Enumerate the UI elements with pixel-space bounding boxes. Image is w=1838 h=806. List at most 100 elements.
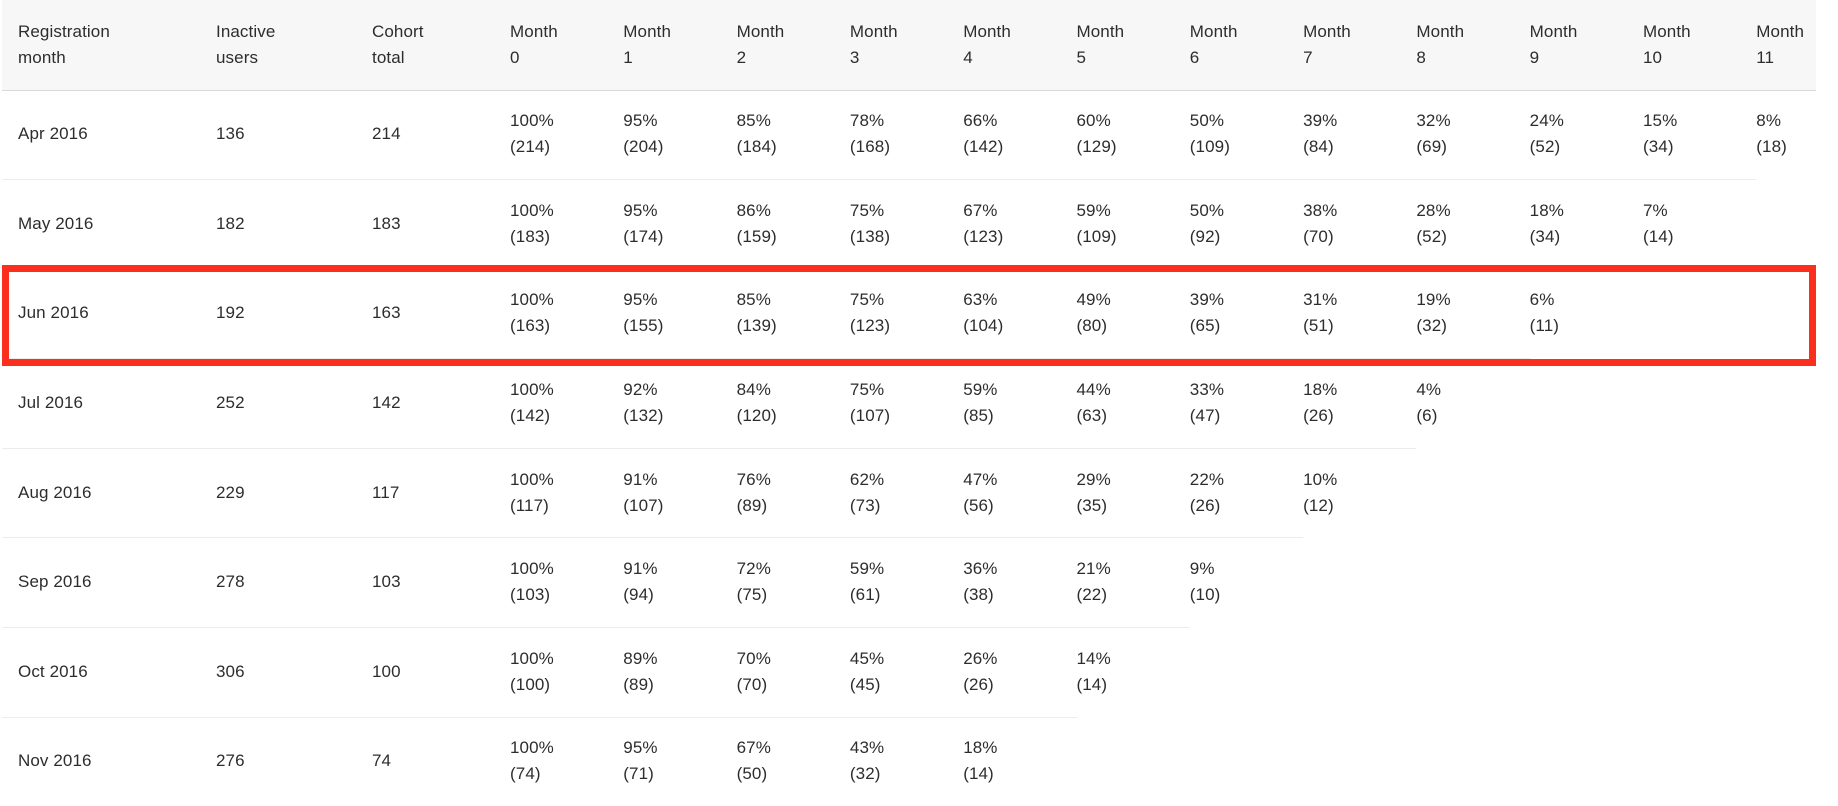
row-divider xyxy=(2,179,1757,181)
month-cell: 62% (73) xyxy=(849,469,885,515)
inactive-users-cell: 252 xyxy=(216,393,245,413)
month-cell: 72% (75) xyxy=(736,559,771,605)
month-cell: 39% (84) xyxy=(1303,111,1338,157)
cohort-total-cell: 103 xyxy=(372,572,401,592)
month-cell: 38% (70) xyxy=(1303,200,1338,246)
month-cell: 84% (120) xyxy=(736,380,777,426)
month-cell: 60% (129) xyxy=(1076,111,1117,157)
reg-month-cell: Oct 2016 xyxy=(18,661,88,681)
cohort-total-cell: 214 xyxy=(372,124,401,144)
month-cell: 75% (123) xyxy=(849,290,891,336)
table-row: Jun 2016 192 163 100% (163) 95% (155) 85% (13… xyxy=(2,268,1816,359)
month-cell: 43% (32) xyxy=(849,738,885,784)
month-cell: 49% (80) xyxy=(1076,290,1111,336)
table-row: Aug 2016 229 117 100% (117) 91% (107) 76% (89… xyxy=(2,447,1816,538)
table-row: Oct 2016 306 100 100% (100) 89% (89) 70% (70)… xyxy=(2,627,1816,717)
month-cell: 32% (69) xyxy=(1416,111,1451,157)
month-cell: 47% (56) xyxy=(963,469,998,515)
month-cell: 9% (10) xyxy=(1189,559,1221,605)
row-divider xyxy=(2,716,1077,718)
month-cell: 75% (138) xyxy=(849,200,891,246)
month-cell: 85% (139) xyxy=(736,290,777,336)
table-row: Jul 2016 252 142 100% (142) 92% (132) 84% (12… xyxy=(2,358,1816,448)
month-cell: 26% (26) xyxy=(963,648,998,694)
inactive-users-cell: 306 xyxy=(216,661,245,681)
month-cell: 59% (61) xyxy=(849,559,885,605)
month-cell: 18% (26) xyxy=(1303,380,1338,426)
month-cell: 66% (142) xyxy=(963,111,1004,157)
column-header: Month 11 xyxy=(1756,21,1805,67)
month-cell: 31% (51) xyxy=(1303,290,1338,336)
column-header: Month 2 xyxy=(736,21,785,67)
month-cell: 45% (45) xyxy=(849,648,885,694)
month-cell: 100% (163) xyxy=(510,290,554,336)
month-cell: 8% (18) xyxy=(1756,111,1787,157)
inactive-users-cell: 182 xyxy=(216,213,245,233)
month-cell: 6% (11) xyxy=(1529,290,1560,336)
month-cell: 44% (63) xyxy=(1076,380,1111,426)
row-divider xyxy=(2,89,1816,91)
month-cell: 10% (12) xyxy=(1303,469,1338,515)
month-cell: 59% (85) xyxy=(963,380,998,426)
month-cell: 67% (123) xyxy=(963,200,1004,246)
column-header: Registration month xyxy=(18,21,110,67)
reg-month-cell: Aug 2016 xyxy=(18,482,92,502)
cohort-total-cell: 183 xyxy=(372,213,401,233)
column-header: Month 1 xyxy=(623,21,672,67)
month-cell: 33% (47) xyxy=(1189,380,1225,426)
inactive-users-cell: 276 xyxy=(216,751,245,771)
table-row: Nov 2016 276 74 100% (74) 95% (71) 67% (50) 43… xyxy=(2,716,1816,806)
row-divider xyxy=(2,268,1643,270)
month-cell: 92% (132) xyxy=(623,380,664,426)
month-cell: 22% (26) xyxy=(1189,469,1225,515)
month-cell: 28% (52) xyxy=(1416,200,1451,246)
month-cell: 100% (117) xyxy=(510,469,554,515)
column-header: Month 8 xyxy=(1416,21,1465,67)
month-cell: 39% (65) xyxy=(1189,290,1225,336)
month-cell: 100% (183) xyxy=(510,200,554,246)
month-cell: 100% (74) xyxy=(510,738,554,784)
month-cell: 18% (14) xyxy=(963,738,998,784)
month-cell: 50% (109) xyxy=(1189,111,1230,157)
month-cell: 89% (89) xyxy=(623,648,658,694)
reg-month-cell: Jul 2016 xyxy=(18,393,84,413)
table-row: May 2016 182 183 100% (183) 95% (174) 86% (15… xyxy=(2,179,1816,269)
month-cell: 67% (50) xyxy=(736,738,771,784)
reg-month-cell: Jun 2016 xyxy=(18,303,89,323)
cohort-total-cell: 163 xyxy=(372,303,401,323)
month-cell: 63% (104) xyxy=(963,290,1004,336)
month-cell: 21% (22) xyxy=(1076,559,1111,605)
month-cell: 24% (52) xyxy=(1529,111,1564,157)
month-cell: 78% (168) xyxy=(849,111,891,157)
reg-month-cell: Apr 2016 xyxy=(18,124,88,144)
month-cell: 86% (159) xyxy=(736,200,777,246)
month-cell: 85% (184) xyxy=(736,111,777,157)
table-row: Sep 2016 278 103 100% (103) 91% (94) 72% (75)… xyxy=(2,537,1816,627)
month-cell: 100% (214) xyxy=(510,111,554,157)
column-header: Month 9 xyxy=(1529,21,1578,67)
row-divider xyxy=(2,537,1304,539)
month-cell: 75% (107) xyxy=(849,380,891,426)
cohort-total-cell: 142 xyxy=(372,393,401,413)
column-header: Month 4 xyxy=(963,21,1011,67)
cohort-total-cell: 117 xyxy=(372,482,400,502)
table-header: Registration month Inactive users Cohort t… xyxy=(2,0,1816,90)
month-cell: 76% (89) xyxy=(736,469,771,515)
month-cell: 19% (32) xyxy=(1416,290,1451,336)
month-cell: 100% (142) xyxy=(510,380,554,426)
month-cell: 95% (204) xyxy=(623,111,664,157)
column-header: Month 5 xyxy=(1076,21,1125,67)
row-divider xyxy=(2,447,1417,449)
month-cell: 91% (107) xyxy=(623,469,664,515)
month-cell: 91% (94) xyxy=(623,559,658,605)
month-cell: 4% (6) xyxy=(1416,380,1442,426)
inactive-users-cell: 192 xyxy=(216,303,245,323)
column-header: Month 0 xyxy=(510,21,558,67)
column-header: Month 6 xyxy=(1189,21,1238,67)
month-cell: 95% (71) xyxy=(623,738,658,784)
reg-month-cell: May 2016 xyxy=(18,213,94,233)
row-divider xyxy=(2,627,1190,629)
month-cell: 36% (38) xyxy=(963,559,998,605)
month-cell: 95% (155) xyxy=(623,290,664,336)
column-header: Inactive users xyxy=(216,21,276,67)
